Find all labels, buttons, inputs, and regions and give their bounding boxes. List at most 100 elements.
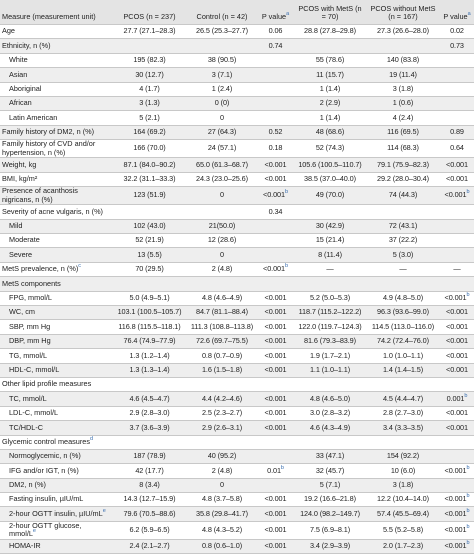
table-cell: 111.3 (108.8–113.8) <box>187 319 257 335</box>
table-cell <box>440 96 474 112</box>
table-row: FPG, mmol/L 5.0 (4.9–5.1) 4.8 (4.6–4.9) <0.… <box>0 291 474 307</box>
table-cell <box>257 53 294 69</box>
table-cell: <0.001 <box>440 334 474 350</box>
table-cell: 118.7 (115.2–122.2) <box>294 305 366 321</box>
table-cell: <0.001 <box>440 406 474 422</box>
cell-text: P value <box>261 12 287 22</box>
table-row: 2-hour OGTT glucose, mmol/Le 6.2 (5.9–6.5… <box>0 521 474 541</box>
table-cell: <0.001b <box>440 506 474 522</box>
footnote-mark: b <box>280 464 284 471</box>
table-cell: 8 (3.4) <box>112 478 187 494</box>
table-cell: 5.2 (5.0–5.3) <box>294 291 366 307</box>
table-cell <box>294 204 366 220</box>
table-cell: 13 (5.5) <box>112 247 187 263</box>
row-label: Other lipid profile measures <box>0 377 112 393</box>
cell-text: <0.001 <box>444 541 467 551</box>
table-row: TC, mmol/L 4.6 (4.5–4.7) 4.4 (4.2–4.6) <0.0… <box>0 391 474 407</box>
table-cell <box>294 435 366 450</box>
cell-text: 2-hour OGTT insulin, µIU/mL <box>9 508 103 518</box>
footnote-mark: b <box>466 189 470 196</box>
cell-text: <0.001 <box>444 465 467 475</box>
row-label: Normoglycemic, n (%) <box>0 449 112 465</box>
row-label: HOMA-IR <box>0 539 112 554</box>
table-cell <box>440 247 474 263</box>
table-cell: 74 (44.3) <box>366 186 440 206</box>
table-cell: 0.52 <box>257 125 294 141</box>
table-cell: 2.4 (2.1–2.7) <box>112 539 187 554</box>
table-header: Measure (measurement unit) PCOS (n = 237)… <box>0 0 474 25</box>
table-cell: 32.2 (31.1–33.3) <box>112 172 187 188</box>
table-cell: 26.5 (25.3–27.7) <box>187 24 257 40</box>
table-row: 2-hour OGTT insulin, µIU/mLe 79.6 (70.5–8… <box>0 506 474 522</box>
table-cell <box>112 38 187 54</box>
table-cell: 4.8 (4.6–5.0) <box>294 391 366 407</box>
table-cell <box>440 478 474 494</box>
table-cell: 164 (69.2) <box>112 125 187 141</box>
table-cell: 1 (0.6) <box>366 96 440 112</box>
table-cell: <0.001 <box>257 334 294 350</box>
footnote-mark: b <box>466 292 470 299</box>
table-cell: 52 (74.3) <box>294 139 366 159</box>
table-cell: 0 <box>187 186 257 206</box>
cell-text: <0.001 <box>263 190 285 200</box>
table-cell: 48 (68.6) <box>294 125 366 141</box>
table-cell <box>440 67 474 83</box>
footnote-mark: c <box>78 263 81 270</box>
table-cell <box>366 38 440 54</box>
table-cell: 103.1 (100.5–105.7) <box>112 305 187 321</box>
table-cell: 4.9 (4.8–5.0) <box>366 291 440 307</box>
table-cell <box>294 377 366 393</box>
table-cell <box>440 435 474 450</box>
table-cell: 65.0 (61.3–68.7) <box>187 157 257 173</box>
table-row: WC, cm 103.1 (100.5–105.7) 84.7 (81.1–88.4… <box>0 305 474 321</box>
table-cell: — <box>440 262 474 278</box>
table-cell: 4.4 (4.2–4.6) <box>187 391 257 407</box>
table-cell: <0.001 <box>440 305 474 321</box>
table-cell: <0.001 <box>440 420 474 436</box>
table-cell: 0 (0) <box>187 96 257 112</box>
table-cell: 37 (22.2) <box>366 233 440 249</box>
table-cell: 1 (1.4) <box>294 110 366 126</box>
footnote-mark: d <box>90 435 94 442</box>
table-row: Moderate 52 (21.9) 12 (28.6) 15 (21.4) 37 (2… <box>0 233 474 249</box>
table-cell: 0.8 (0.6–1.0) <box>187 539 257 554</box>
cell-text: 0.01 <box>267 465 281 475</box>
row-label: Mild <box>0 219 112 235</box>
table-cell <box>257 233 294 249</box>
table-cell: 42 (17.7) <box>112 463 187 479</box>
cell-text: P value <box>443 12 468 22</box>
table-cell: <0.001 <box>440 363 474 378</box>
table-row: DBP, mm Hg 76.4 (74.9–77.9) 72.6 (69.7–75.… <box>0 334 474 350</box>
table-cell <box>112 377 187 393</box>
row-label: TC, mmol/L <box>0 391 112 407</box>
row-label: Presence of acanthosis nigricans, n (%) <box>0 186 112 206</box>
table-cell <box>440 219 474 235</box>
table-cell: 32 (45.7) <box>294 463 366 479</box>
table-cell: 0.02 <box>440 24 474 40</box>
table-cell <box>257 82 294 97</box>
table-cell: 52 (21.9) <box>112 233 187 249</box>
table-cell <box>440 233 474 249</box>
table-cell <box>257 247 294 263</box>
table-cell: 3 (1.3) <box>112 96 187 112</box>
table-cell: 10 (6.0) <box>366 463 440 479</box>
table-cell <box>440 449 474 465</box>
table-row: Latin American 5 (2.1) 0 1 (1.4) 4 (2.4) <box>0 110 474 126</box>
table-cell: <0.001b <box>257 186 294 206</box>
table-cell: 57.4 (45.5–69.4) <box>366 506 440 522</box>
table-cell <box>257 96 294 112</box>
table-cell: 5 (7.1) <box>294 478 366 494</box>
table-cell: 1.0 (1.0–1.1) <box>366 348 440 364</box>
table-row: Glycemic control measuresd <box>0 435 474 450</box>
table-cell: 1.6 (1.5–1.8) <box>187 363 257 378</box>
table-cell: 24 (57.1) <box>187 139 257 159</box>
table-row: DM2, n (%) 8 (3.4) 0 5 (7.1) 3 (1.8) <box>0 478 474 494</box>
table-body: Age 27.7 (27.1–28.3) 26.5 (25.3–27.7) 0.06 2… <box>0 24 474 554</box>
table-cell: <0.001b <box>440 463 474 479</box>
cell-text: <0.001 <box>444 293 467 303</box>
footnote-mark: b <box>466 524 470 531</box>
row-label: FPG, mmol/L <box>0 291 112 307</box>
row-label: MetS prevalence, n (%)c <box>0 262 112 278</box>
